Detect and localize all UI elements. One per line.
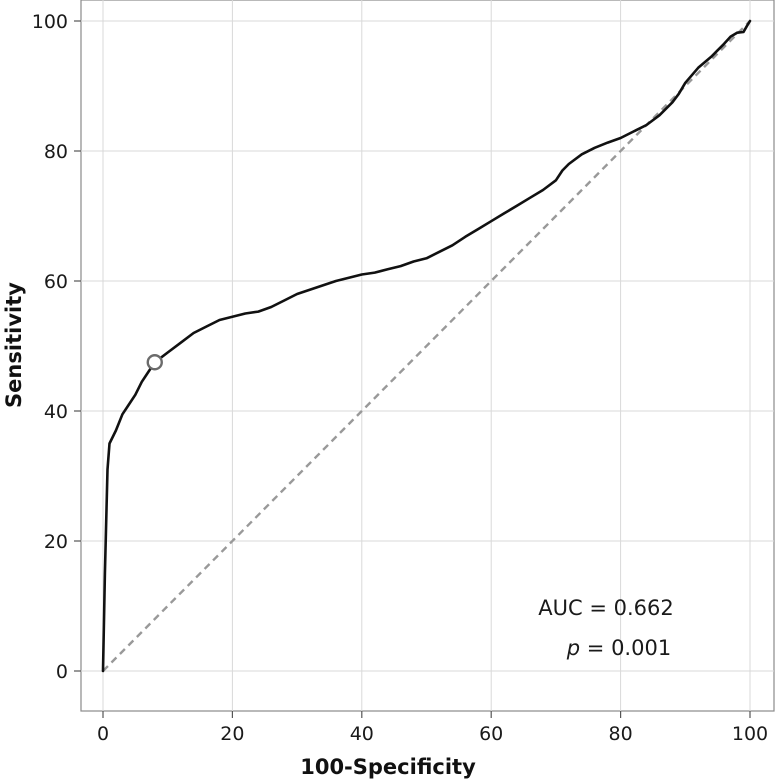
plot-frame — [80, 0, 775, 712]
x-tick-label: 0 — [97, 723, 109, 745]
p-symbol: p — [566, 636, 580, 660]
y-tick-label: 80 — [44, 141, 68, 163]
x-tick-label: 80 — [609, 723, 633, 745]
reference-line-group — [102, 20, 751, 672]
optimal-cutoff-point — [146, 354, 163, 371]
highlight-group — [146, 354, 163, 371]
grid — [81, 0, 774, 711]
x-tick-label: 60 — [479, 723, 503, 745]
x-tick-label: 40 — [350, 723, 374, 745]
y-tick-label: 100 — [32, 11, 68, 33]
axis-ticks: 0 20 40 60 80 100 0 20 40 60 80 100 — [32, 11, 768, 745]
p-value: = 0.001 — [580, 636, 671, 660]
p-value-annotation: p = 0.001 — [566, 636, 671, 660]
y-tick-label: 60 — [44, 271, 68, 293]
x-tick-label: 100 — [732, 723, 768, 745]
x-tick-label: 20 — [220, 723, 244, 745]
y-tick-label: 0 — [56, 661, 68, 683]
x-axis-title: 100-Specificity — [300, 755, 476, 779]
y-axis-title: Sensitivity — [2, 282, 26, 408]
auc-annotation: AUC = 0.662 — [538, 596, 673, 620]
reference-diagonal-line — [102, 20, 751, 672]
y-tick-label: 20 — [44, 531, 68, 553]
y-tick-label: 40 — [44, 401, 68, 423]
